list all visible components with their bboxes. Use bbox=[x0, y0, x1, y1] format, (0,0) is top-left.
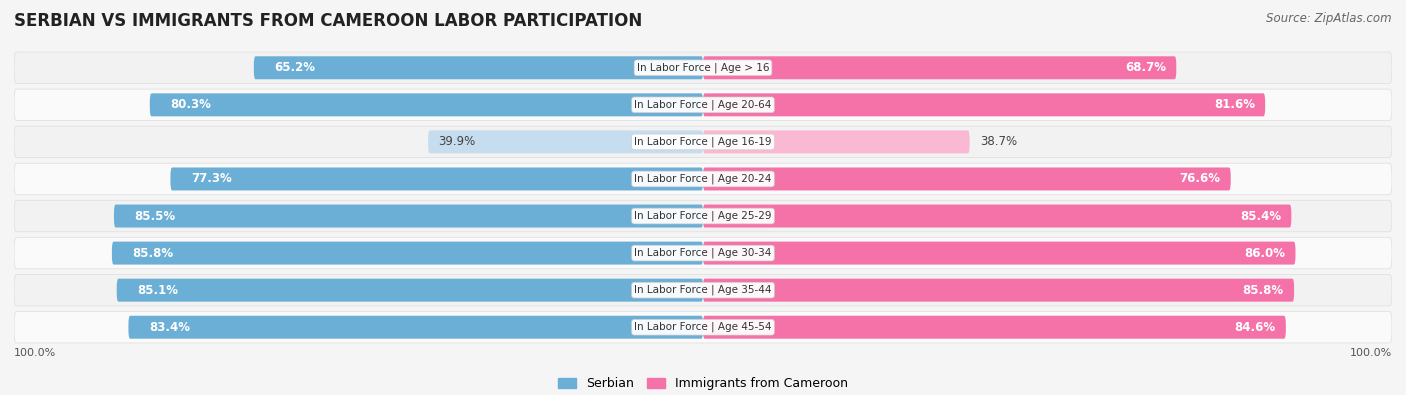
Text: 80.3%: 80.3% bbox=[170, 98, 211, 111]
FancyBboxPatch shape bbox=[14, 52, 1392, 83]
Text: In Labor Force | Age 20-24: In Labor Force | Age 20-24 bbox=[634, 174, 772, 184]
Text: 84.6%: 84.6% bbox=[1234, 321, 1275, 334]
FancyBboxPatch shape bbox=[703, 130, 970, 153]
Text: 81.6%: 81.6% bbox=[1213, 98, 1254, 111]
Text: 39.9%: 39.9% bbox=[439, 135, 475, 149]
Text: In Labor Force | Age > 16: In Labor Force | Age > 16 bbox=[637, 62, 769, 73]
FancyBboxPatch shape bbox=[170, 167, 703, 190]
FancyBboxPatch shape bbox=[703, 93, 1265, 117]
FancyBboxPatch shape bbox=[112, 242, 703, 265]
Text: In Labor Force | Age 25-29: In Labor Force | Age 25-29 bbox=[634, 211, 772, 221]
Text: 76.6%: 76.6% bbox=[1180, 173, 1220, 186]
Text: 100.0%: 100.0% bbox=[1350, 348, 1392, 357]
Text: 100.0%: 100.0% bbox=[14, 348, 56, 357]
FancyBboxPatch shape bbox=[254, 56, 703, 79]
FancyBboxPatch shape bbox=[427, 130, 703, 153]
Text: In Labor Force | Age 30-34: In Labor Force | Age 30-34 bbox=[634, 248, 772, 258]
FancyBboxPatch shape bbox=[150, 93, 703, 117]
Text: 85.8%: 85.8% bbox=[1243, 284, 1284, 297]
FancyBboxPatch shape bbox=[14, 312, 1392, 343]
FancyBboxPatch shape bbox=[703, 242, 1295, 265]
FancyBboxPatch shape bbox=[114, 205, 703, 228]
Text: 38.7%: 38.7% bbox=[980, 135, 1017, 149]
Text: 85.8%: 85.8% bbox=[132, 246, 174, 260]
FancyBboxPatch shape bbox=[703, 205, 1291, 228]
FancyBboxPatch shape bbox=[14, 200, 1392, 232]
FancyBboxPatch shape bbox=[703, 167, 1230, 190]
Text: 85.5%: 85.5% bbox=[135, 209, 176, 222]
Text: 85.4%: 85.4% bbox=[1240, 209, 1281, 222]
Text: SERBIAN VS IMMIGRANTS FROM CAMEROON LABOR PARTICIPATION: SERBIAN VS IMMIGRANTS FROM CAMEROON LABO… bbox=[14, 12, 643, 30]
Text: 68.7%: 68.7% bbox=[1125, 61, 1166, 74]
Text: In Labor Force | Age 20-64: In Labor Force | Age 20-64 bbox=[634, 100, 772, 110]
FancyBboxPatch shape bbox=[14, 237, 1392, 269]
Text: Source: ZipAtlas.com: Source: ZipAtlas.com bbox=[1267, 12, 1392, 25]
Text: 77.3%: 77.3% bbox=[191, 173, 232, 186]
FancyBboxPatch shape bbox=[128, 316, 703, 339]
FancyBboxPatch shape bbox=[703, 56, 1177, 79]
Text: In Labor Force | Age 16-19: In Labor Force | Age 16-19 bbox=[634, 137, 772, 147]
Text: In Labor Force | Age 45-54: In Labor Force | Age 45-54 bbox=[634, 322, 772, 333]
Text: 85.1%: 85.1% bbox=[138, 284, 179, 297]
Legend: Serbian, Immigrants from Cameroon: Serbian, Immigrants from Cameroon bbox=[553, 372, 853, 395]
Text: 86.0%: 86.0% bbox=[1244, 246, 1285, 260]
FancyBboxPatch shape bbox=[117, 278, 703, 302]
FancyBboxPatch shape bbox=[14, 163, 1392, 195]
Text: 83.4%: 83.4% bbox=[149, 321, 190, 334]
FancyBboxPatch shape bbox=[14, 89, 1392, 120]
Text: In Labor Force | Age 35-44: In Labor Force | Age 35-44 bbox=[634, 285, 772, 295]
FancyBboxPatch shape bbox=[703, 316, 1286, 339]
FancyBboxPatch shape bbox=[703, 278, 1294, 302]
FancyBboxPatch shape bbox=[14, 126, 1392, 158]
FancyBboxPatch shape bbox=[14, 275, 1392, 306]
Text: 65.2%: 65.2% bbox=[274, 61, 315, 74]
